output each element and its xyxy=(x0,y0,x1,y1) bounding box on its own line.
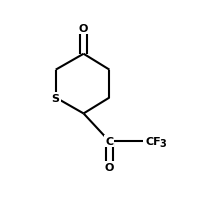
Text: S: S xyxy=(52,93,60,103)
Text: C: C xyxy=(105,137,113,147)
Text: CF: CF xyxy=(145,137,161,147)
Text: O: O xyxy=(105,162,114,172)
Text: 3: 3 xyxy=(159,139,166,149)
Text: O: O xyxy=(79,24,88,34)
